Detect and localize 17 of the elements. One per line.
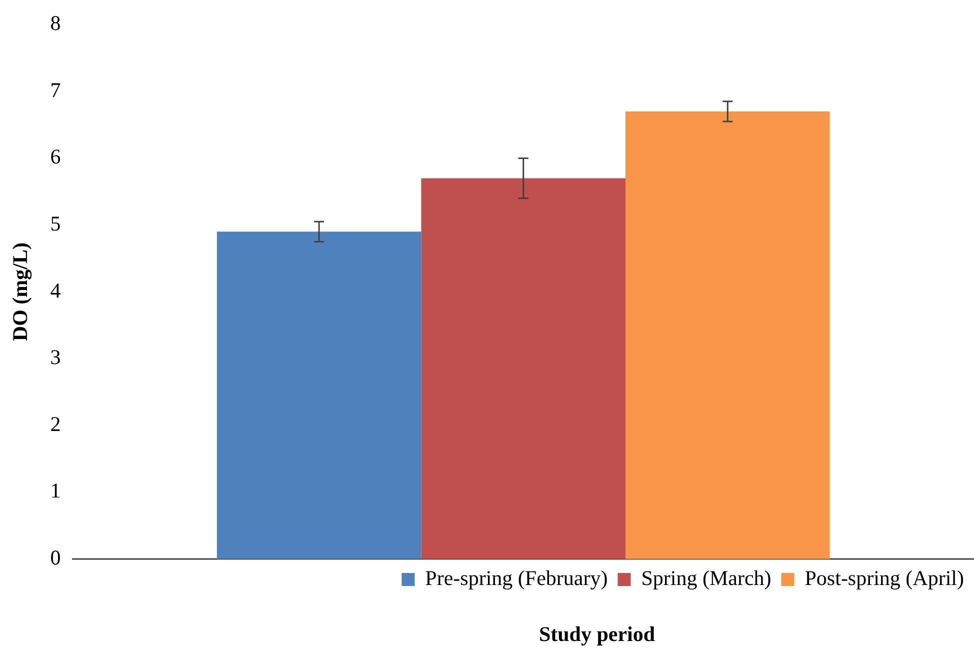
y-tick-label: 1 [50, 478, 61, 503]
legend-label: Post-spring (April) [804, 566, 964, 590]
y-tick-label: 6 [50, 144, 61, 169]
bar [421, 178, 626, 559]
y-tick-label: 0 [50, 546, 61, 570]
bar [216, 232, 422, 559]
legend-label: Spring (March) [641, 566, 772, 590]
y-tick-label: 7 [50, 78, 61, 102]
y-tick-label: 4 [50, 278, 62, 302]
y-tick-label: 5 [50, 212, 61, 236]
y-tick-label: 8 [50, 11, 61, 36]
bar [625, 111, 830, 559]
x-axis-title: Study period [538, 622, 656, 647]
y-tick-label: 3 [50, 345, 61, 370]
y-tick-label: 2 [50, 412, 61, 436]
y-axis-title: DO (mg/L) [8, 242, 32, 342]
legend-label: Pre-spring (February) [425, 566, 608, 590]
